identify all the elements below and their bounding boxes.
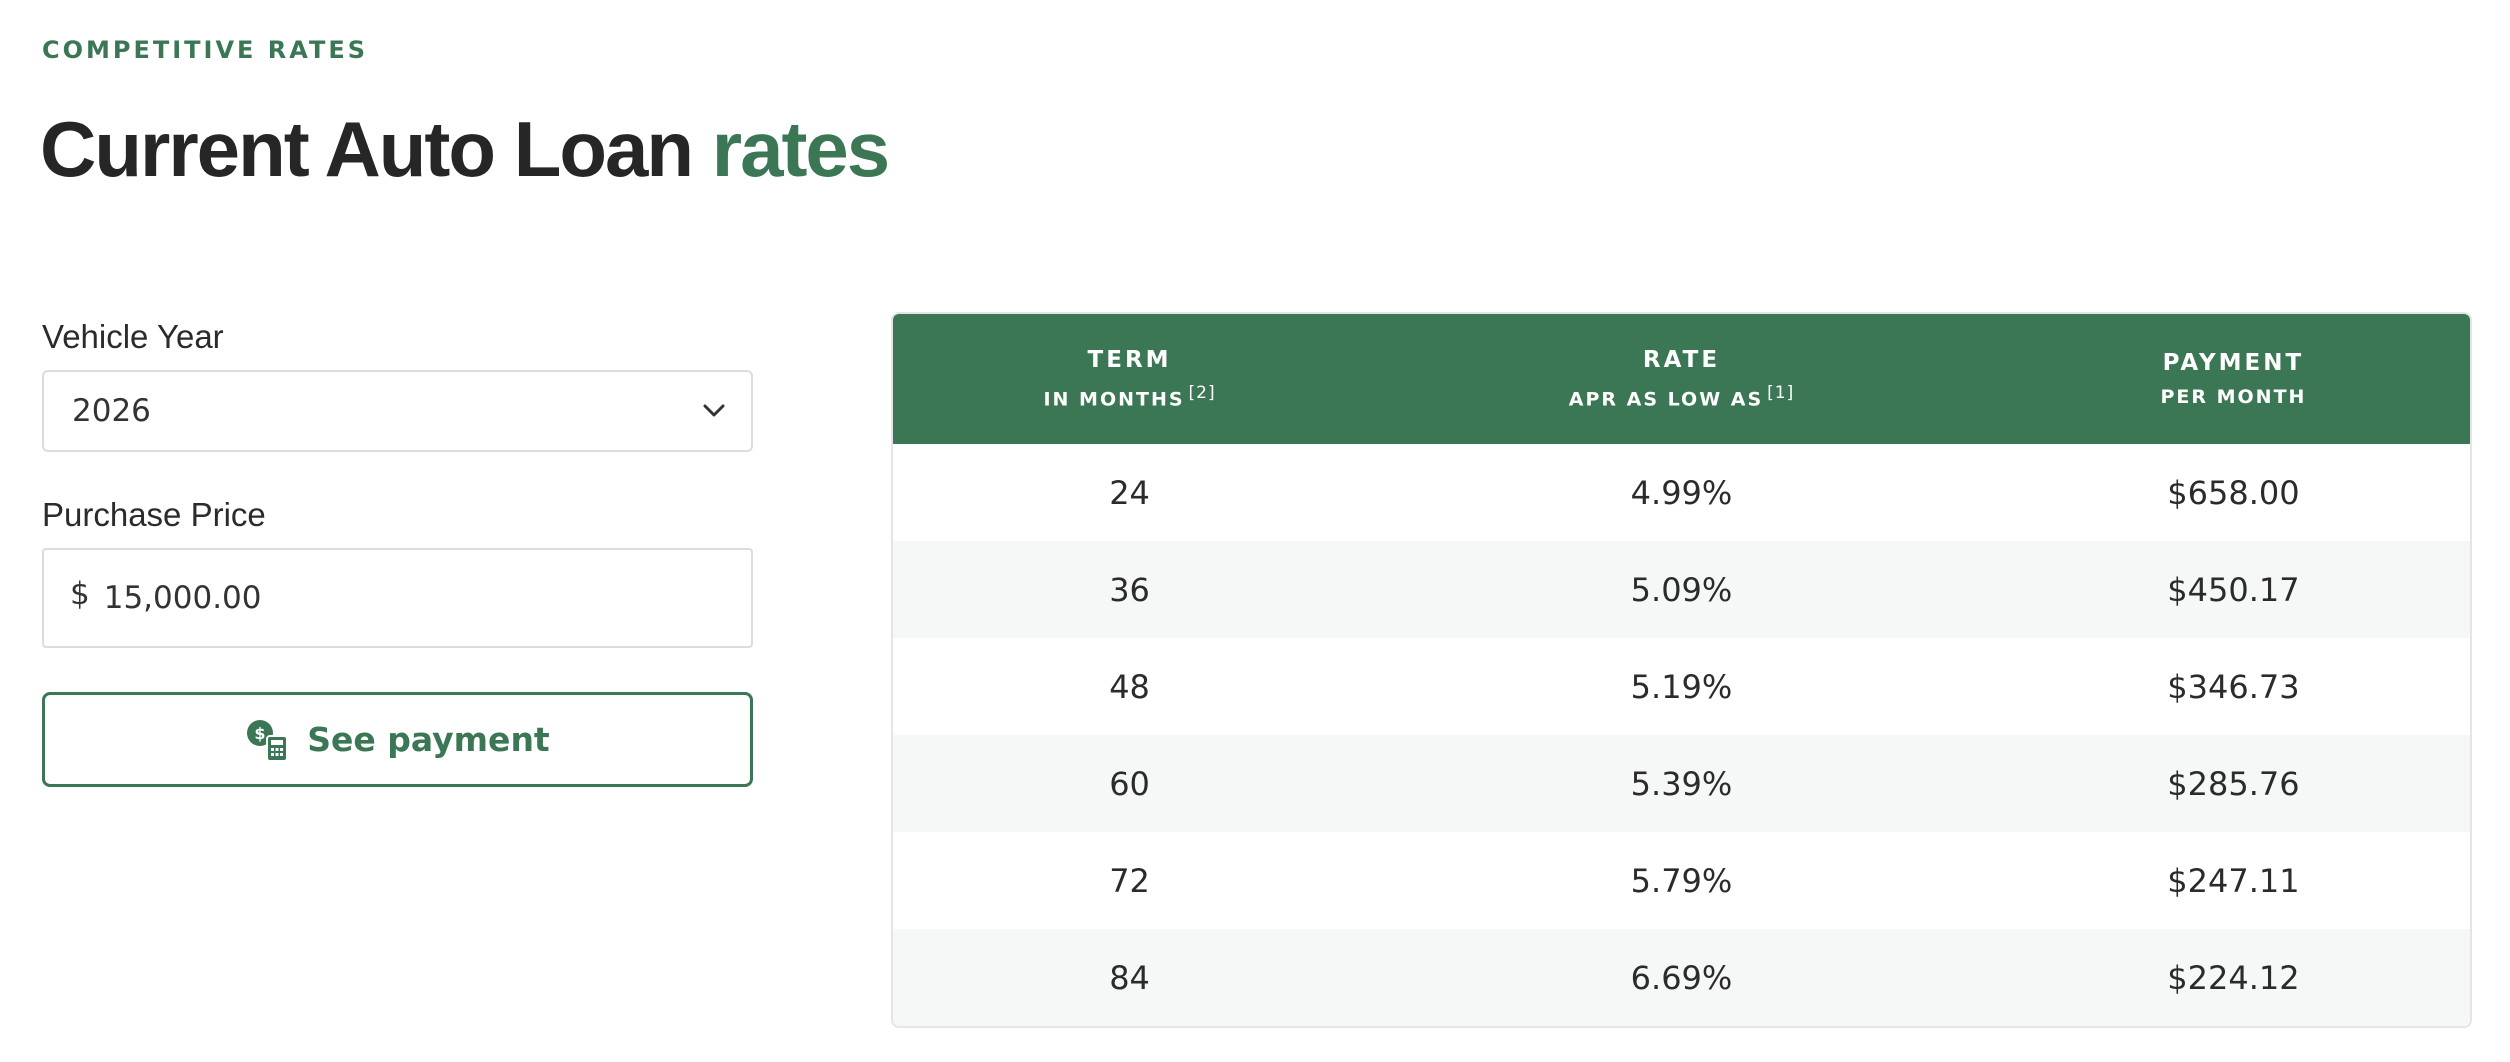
header-term: TERM IN MONTHS [2]: [893, 314, 1367, 444]
header-payment-subtitle: PER MONTH: [2160, 386, 2307, 408]
currency-symbol: $: [70, 576, 90, 612]
footnote-1-ref[interactable]: [1]: [1767, 383, 1795, 404]
header-rate-subtitle-text: APR AS LOW AS: [1568, 388, 1764, 411]
purchase-price-input[interactable]: [103, 580, 664, 616]
svg-text:$: $: [255, 724, 266, 743]
term-cell: 72: [893, 832, 1367, 929]
vehicle-year-value: 2026: [72, 393, 151, 429]
rate-cell: 5.39%: [1366, 735, 1997, 832]
table-row: 24 4.99% $658.00: [893, 444, 2470, 541]
rates-table-container: TERM IN MONTHS [2] RATE APR AS LOW AS [1] …: [891, 312, 2472, 1028]
page-title-main: Current Auto Loan: [40, 105, 694, 193]
payment-calculator-icon: $: [247, 719, 289, 762]
rate-cell: 5.19%: [1366, 638, 1997, 735]
payment-cell: $658.00: [1996, 444, 2470, 541]
vehicle-year-label: Vehicle Year: [42, 318, 224, 355]
see-payment-button[interactable]: $ See payment: [42, 692, 753, 787]
table-row: 60 5.39% $285.76: [893, 735, 2470, 832]
header-rate-title: RATE: [1642, 347, 1721, 374]
term-cell: 84: [893, 929, 1367, 1026]
header-payment: PAYMENT PER MONTH: [1996, 314, 2470, 444]
page-title-accent: rates: [711, 105, 890, 193]
header-rate-subtitle: APR AS LOW AS [1]: [1366, 383, 1997, 410]
chevron-down-icon: [703, 404, 725, 417]
rate-cell: 5.09%: [1366, 541, 1997, 638]
rates-table-header: TERM IN MONTHS [2] RATE APR AS LOW AS [1] …: [893, 314, 2470, 444]
table-row: 36 5.09% $450.17: [893, 541, 2470, 638]
table-row: 72 5.79% $247.11: [893, 832, 2470, 929]
footnote-2-ref[interactable]: [2]: [1188, 383, 1216, 404]
rates-table: TERM IN MONTHS [2] RATE APR AS LOW AS [1] …: [893, 314, 2470, 1026]
header-payment-title: PAYMENT: [2162, 350, 2305, 376]
term-cell: 48: [893, 638, 1367, 735]
purchase-price-group: Purchase Price $: [42, 496, 753, 648]
section-eyebrow: COMPETITIVE RATES: [42, 36, 369, 64]
purchase-price-field[interactable]: $: [42, 548, 753, 648]
rate-cell: 4.99%: [1366, 444, 1997, 541]
loan-calculator-form: Vehicle Year 2026 Purchase Price $ $: [42, 318, 753, 787]
vehicle-year-select[interactable]: 2026: [42, 370, 753, 452]
payment-cell: $346.73: [1996, 638, 2470, 735]
payment-cell: $450.17: [1996, 541, 2470, 638]
header-term-subtitle-text: IN MONTHS: [1043, 388, 1185, 411]
term-cell: 24: [893, 444, 1367, 541]
page-title: Current Auto Loan rates: [40, 104, 890, 195]
see-payment-label: See payment: [307, 720, 550, 759]
vehicle-year-group: Vehicle Year 2026: [42, 318, 753, 452]
rate-cell: 5.79%: [1366, 832, 1997, 929]
payment-cell: $224.12: [1996, 929, 2470, 1026]
purchase-price-label: Purchase Price: [42, 496, 266, 533]
header-term-subtitle: IN MONTHS [2]: [893, 383, 1366, 410]
table-row: 48 5.19% $346.73: [893, 638, 2470, 735]
term-cell: 36: [893, 541, 1367, 638]
term-cell: 60: [893, 735, 1367, 832]
header-term-title: TERM: [1087, 347, 1172, 374]
header-rate: RATE APR AS LOW AS [1]: [1366, 314, 1997, 444]
rate-cell: 6.69%: [1366, 929, 1997, 1026]
payment-cell: $285.76: [1996, 735, 2470, 832]
table-row: 84 6.69% $224.12: [893, 929, 2470, 1026]
payment-cell: $247.11: [1996, 832, 2470, 929]
